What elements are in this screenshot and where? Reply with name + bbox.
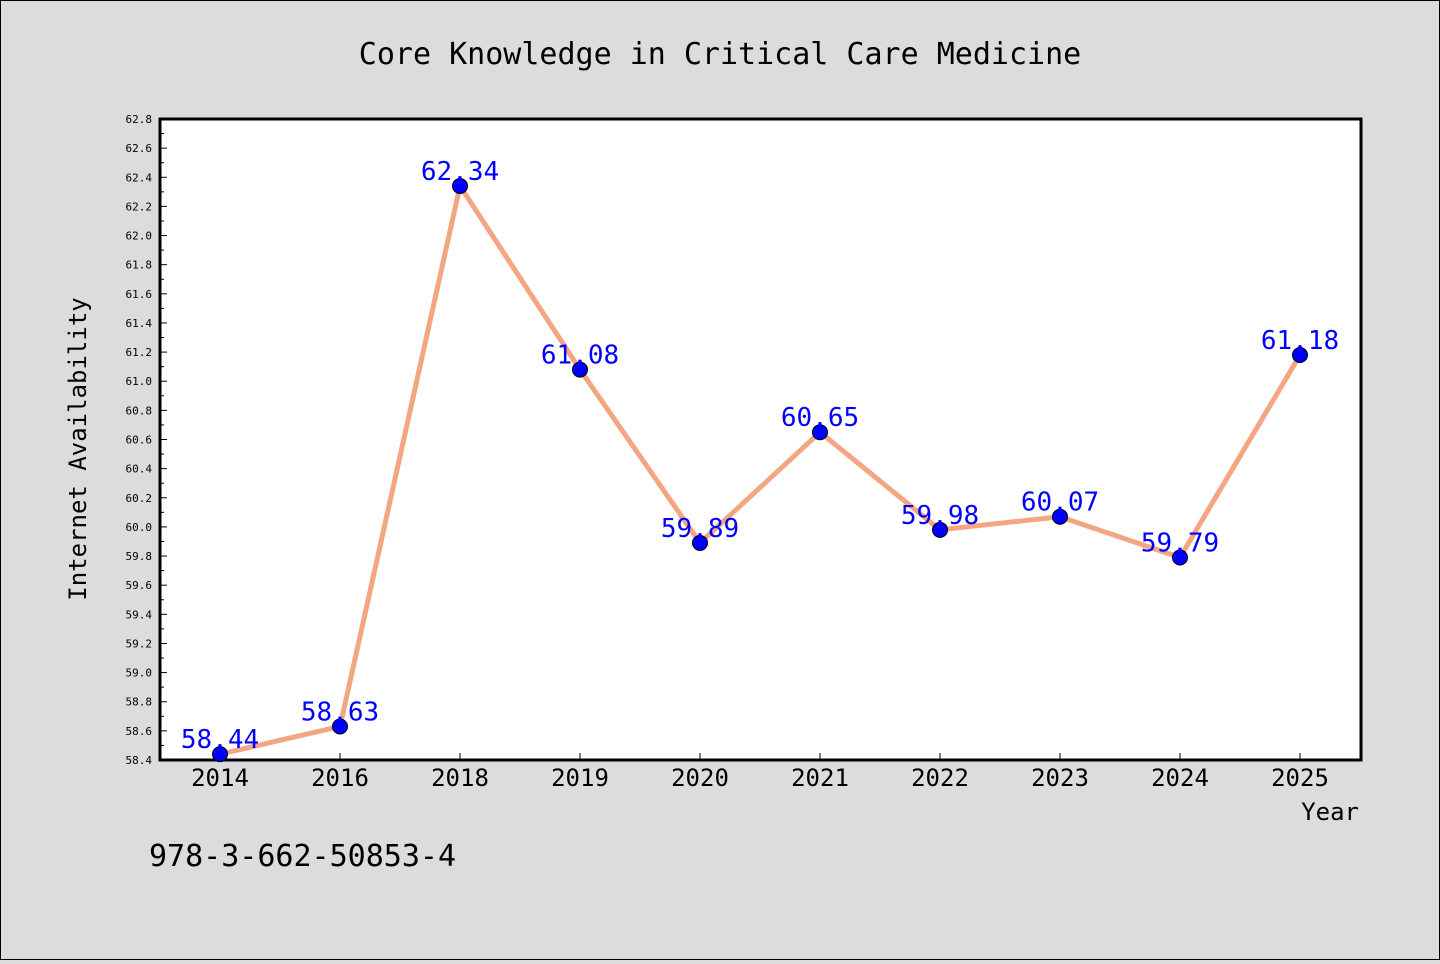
data-label: 58.63 — [301, 697, 379, 727]
y-tick-label: 62.0 — [126, 230, 153, 243]
y-tick-label: 61.6 — [126, 288, 153, 301]
y-tick-label: 62.2 — [126, 200, 153, 213]
y-axis-label: Internet Availability — [64, 297, 92, 600]
y-tick-label: 61.4 — [126, 317, 153, 330]
x-tick-label: 2020 — [671, 764, 729, 792]
y-tick-label: 60.0 — [126, 521, 153, 534]
x-tick-label: 2018 — [431, 764, 489, 792]
y-tick-label: 58.6 — [126, 725, 153, 738]
y-tick-label: 62.4 — [126, 171, 153, 184]
y-tick-label: 60.4 — [126, 463, 153, 476]
data-point — [212, 746, 228, 763]
data-label: 59.89 — [661, 514, 739, 544]
data-point — [1292, 347, 1308, 364]
series-layer — [212, 178, 1308, 763]
x-axis-label: Year — [1301, 798, 1359, 826]
plot-area — [158, 117, 1363, 762]
y-tick-label: 58.4 — [126, 754, 153, 767]
data-point — [1052, 508, 1068, 525]
y-tick-label: 61.8 — [126, 259, 153, 272]
data-label: 59.79 — [1141, 529, 1219, 559]
series-line — [219, 183, 1303, 757]
data-label: 60.07 — [1021, 488, 1099, 518]
data-point — [1172, 549, 1188, 566]
y-tick-label: 59.6 — [126, 579, 153, 592]
x-tick-label: 2024 — [1151, 764, 1209, 792]
y-tick-label: 59.4 — [126, 608, 153, 621]
y-axis-ticks: 58.4 58.6 58.8 59.0 59.2 59.4 59.6 59.8 60.0 60.2… — [126, 113, 167, 767]
data-point — [332, 718, 348, 735]
data-point — [572, 361, 588, 378]
y-tick-label: 61.0 — [126, 375, 153, 388]
y-tick-label: 60.8 — [126, 404, 153, 417]
data-point — [452, 178, 468, 195]
y-tick-label: 59.2 — [126, 637, 153, 650]
x-tick-label: 2025 — [1271, 764, 1329, 792]
x-tick-label: 2023 — [1031, 764, 1089, 792]
data-labels: 58.44 58.63 62.34 61.08 59.89 60.65 59.98 60.07… — [181, 157, 1339, 755]
y-tick-label: 62.6 — [126, 142, 153, 155]
data-label: 62.34 — [421, 157, 499, 187]
data-label: 60.65 — [781, 403, 859, 433]
y-tick-label: 59.0 — [126, 667, 153, 680]
data-point — [692, 534, 708, 551]
y-tick-label: 60.2 — [126, 492, 153, 505]
x-axis-ticks: 2014 2016 2018 2019 2020 2021 2022 2023 2024 2025 — [191, 753, 1329, 792]
y-tick-label: 62.8 — [126, 113, 153, 126]
data-point — [812, 424, 828, 441]
data-label: 61.18 — [1261, 326, 1339, 356]
data-label: 59.98 — [901, 501, 979, 531]
isbn-text: 978-3-662-50853-4 — [149, 839, 456, 874]
chart-title: Core Knowledge in Critical Care Medicine — [359, 37, 1081, 72]
data-label: 61.08 — [541, 341, 619, 371]
x-tick-label: 2014 — [191, 764, 249, 792]
data-point — [932, 521, 948, 538]
data-label: 58.44 — [181, 725, 259, 755]
x-tick-label: 2022 — [911, 764, 969, 792]
x-tick-label: 2021 — [791, 764, 849, 792]
y-tick-label: 61.2 — [126, 346, 153, 359]
x-tick-label: 2019 — [551, 764, 609, 792]
y-tick-label: 59.8 — [126, 550, 153, 563]
y-tick-label: 58.8 — [126, 696, 153, 709]
x-tick-label: 2016 — [311, 764, 369, 792]
y-tick-label: 60.6 — [126, 434, 153, 447]
